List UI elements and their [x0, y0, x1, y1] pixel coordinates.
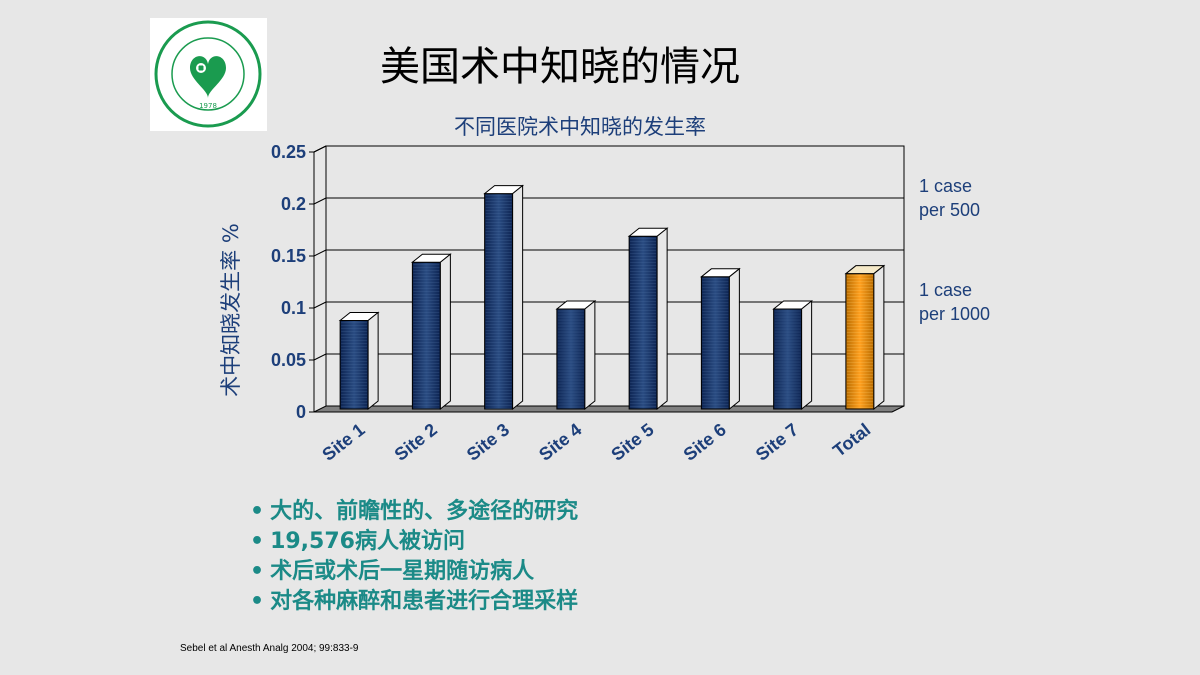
bullet-item: • 大的、前瞻性的、多途径的研究: [250, 499, 579, 524]
x-tick-label: Total: [829, 419, 874, 460]
y-axis-label: 术中知晓发生率 %: [219, 223, 243, 397]
x-tick-label: Site 1: [318, 419, 368, 464]
annotation-line1: 1 case: [919, 176, 972, 196]
bar-side-face: [367, 311, 379, 411]
plot-floor: [313, 405, 905, 413]
bar-side-face: [512, 184, 524, 411]
bar-site-1: [339, 319, 369, 410]
bar-site-4: [556, 308, 586, 410]
bullet-item: • 19,576病人被访问: [250, 529, 465, 554]
bullet-list: • 大的、前瞻性的、多途径的研究 • 19,576病人被访问 • 术后或术后一星期随访…: [250, 497, 578, 617]
x-tick-label: Site 5: [607, 419, 657, 464]
y-tick-label: 0.25: [271, 142, 306, 162]
logo-year: 1978: [199, 102, 217, 110]
bar-site-3: [484, 193, 514, 410]
bar-site-6: [700, 276, 730, 410]
x-tick-label: Site 2: [391, 419, 441, 464]
plot-area: [313, 145, 905, 413]
x-axis-labels: Site 1 Site 2 Site 3 Site 4 Site 5 Site 6 Site…: [318, 419, 874, 464]
y-axis-ticks: 0 0.05 0.1 0.15 0.2 0.25: [271, 142, 314, 422]
bullet-item: • 对各种麻醉和患者进行合理采样: [250, 589, 579, 614]
bar-side-face: [801, 299, 813, 411]
y-tick-label: 0: [296, 402, 306, 422]
annotations: 1 case per 500 1 case per 1000: [919, 176, 990, 324]
x-tick-label: Site 4: [535, 419, 585, 464]
gridline-side: [313, 353, 327, 361]
y-tick-label: 0.2: [281, 194, 306, 214]
x-tick-label: Site 7: [752, 419, 802, 464]
slide-title: 美国术中知晓的情况: [380, 44, 740, 90]
bar-total: [845, 273, 875, 410]
reference-citation: Sebel et al Anesth Analg 2004; 99:833-9: [180, 643, 359, 654]
bar-side-face: [584, 299, 596, 411]
hospital-logo: 1978: [150, 18, 267, 131]
bar-side-face: [439, 253, 451, 411]
chart-title: 不同医院术中知晓的发生率: [454, 115, 706, 139]
y-tick-label: 0.1: [281, 298, 306, 318]
bar-site-5: [628, 235, 658, 410]
bar-side-face: [728, 267, 740, 411]
y-tick-label: 0.05: [271, 350, 306, 370]
x-tick-label: Site 3: [463, 419, 513, 464]
gridline-side: [313, 301, 327, 309]
bullet-item: • 术后或术后一星期随访病人: [250, 559, 535, 584]
gridline-side: [313, 249, 327, 257]
annotation-line2: per 500: [919, 200, 980, 220]
bar-side-face: [656, 227, 668, 411]
gridline-side: [313, 145, 327, 153]
gridline-side: [313, 197, 327, 205]
x-tick-label: Site 6: [680, 419, 730, 464]
bar-site-2: [411, 261, 441, 410]
bar-side-face: [873, 264, 885, 411]
y-tick-label: 0.15: [271, 246, 306, 266]
annotation-line2: per 1000: [919, 304, 990, 324]
annotation-line1: 1 case: [919, 280, 972, 300]
bars: [338, 184, 886, 411]
